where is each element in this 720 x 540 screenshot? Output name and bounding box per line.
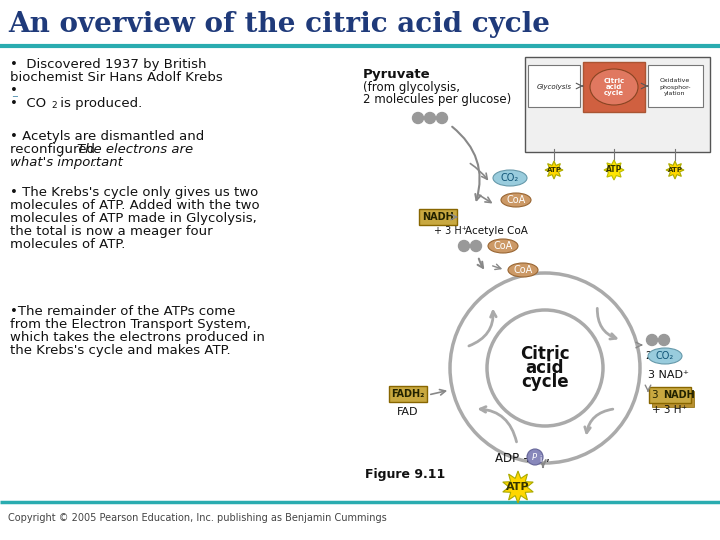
Circle shape	[436, 112, 448, 124]
Text: 3 NAD⁺: 3 NAD⁺	[648, 370, 689, 380]
Text: Figure 9.11: Figure 9.11	[365, 468, 445, 481]
Ellipse shape	[648, 348, 682, 364]
Text: CoA: CoA	[493, 241, 513, 251]
Text: ADP +: ADP +	[495, 451, 536, 464]
Ellipse shape	[508, 263, 538, 277]
Text: •The remainder of the ATPs come: •The remainder of the ATPs come	[10, 305, 235, 318]
Polygon shape	[666, 161, 684, 179]
Text: CoA: CoA	[513, 265, 533, 275]
Circle shape	[459, 240, 469, 252]
Text: cycle: cycle	[604, 90, 624, 96]
Text: _: _	[12, 87, 17, 97]
Text: Acetyle CoA: Acetyle CoA	[465, 226, 528, 236]
Text: CoA: CoA	[506, 195, 526, 205]
Text: The electrons are: The electrons are	[77, 143, 193, 156]
Text: ATP: ATP	[606, 165, 622, 174]
Text: + 3 H⁺: + 3 H⁺	[434, 226, 467, 236]
Text: i: i	[539, 456, 541, 464]
Circle shape	[413, 112, 423, 124]
Ellipse shape	[488, 239, 518, 253]
Text: • Acetyls are dismantled and: • Acetyls are dismantled and	[10, 130, 204, 143]
Text: ATP: ATP	[506, 482, 530, 492]
Text: phosphor-: phosphor-	[660, 84, 690, 90]
Text: what's important: what's important	[10, 156, 123, 169]
Text: 2: 2	[51, 101, 57, 110]
Circle shape	[425, 112, 436, 124]
Text: ATP: ATP	[546, 167, 562, 173]
Text: • The Krebs's cycle only gives us two: • The Krebs's cycle only gives us two	[10, 186, 258, 199]
Text: 3: 3	[651, 390, 657, 400]
Text: ATP: ATP	[667, 167, 683, 173]
Text: Copyright © 2005 Pearson Education, Inc. publishing as Benjamin Cummings: Copyright © 2005 Pearson Education, Inc.…	[8, 513, 387, 523]
Text: acid: acid	[526, 359, 564, 377]
Text: ,: ,	[546, 451, 550, 464]
FancyBboxPatch shape	[528, 65, 580, 107]
Text: Glycolysis: Glycolysis	[536, 84, 572, 90]
Text: acid: acid	[606, 84, 622, 90]
Polygon shape	[503, 471, 534, 503]
Text: NADH: NADH	[422, 212, 454, 222]
Text: •: •	[10, 84, 18, 97]
Text: Citric: Citric	[520, 345, 570, 363]
Text: the Krebs's cycle and makes ATP.: the Krebs's cycle and makes ATP.	[10, 344, 230, 357]
FancyBboxPatch shape	[419, 209, 457, 225]
Text: from the Electron Transport System,: from the Electron Transport System,	[10, 318, 251, 331]
Text: Citric: Citric	[603, 78, 625, 84]
Circle shape	[527, 449, 543, 465]
Ellipse shape	[493, 170, 527, 186]
FancyBboxPatch shape	[648, 65, 703, 107]
Text: 2 molecules per glucose): 2 molecules per glucose)	[363, 93, 511, 106]
Text: .: .	[92, 156, 96, 169]
Text: ylation: ylation	[665, 91, 685, 97]
Text: 2: 2	[645, 351, 652, 361]
Text: is produced.: is produced.	[56, 97, 143, 110]
Text: FADH₂: FADH₂	[391, 389, 425, 399]
Ellipse shape	[501, 193, 531, 207]
Text: An overview of the citric acid cycle: An overview of the citric acid cycle	[8, 11, 550, 38]
FancyBboxPatch shape	[583, 62, 645, 112]
Polygon shape	[545, 161, 563, 179]
Text: NADH: NADH	[663, 390, 695, 400]
Circle shape	[470, 240, 482, 252]
Text: CO₂: CO₂	[656, 351, 674, 361]
Circle shape	[647, 334, 657, 346]
Text: reconfigured.: reconfigured.	[10, 143, 104, 156]
Ellipse shape	[590, 69, 638, 105]
Text: •  CO: • CO	[10, 97, 46, 110]
Text: CO₂: CO₂	[501, 173, 519, 183]
Text: molecules of ATP made in Glycolysis,: molecules of ATP made in Glycolysis,	[10, 212, 257, 225]
Text: the total is now a meager four: the total is now a meager four	[10, 225, 212, 238]
Text: (from glycolysis,: (from glycolysis,	[363, 81, 460, 94]
FancyBboxPatch shape	[649, 387, 691, 403]
Text: Pyruvate: Pyruvate	[363, 68, 431, 81]
Text: FAD: FAD	[397, 407, 419, 417]
FancyBboxPatch shape	[652, 391, 694, 407]
Circle shape	[659, 334, 670, 346]
Polygon shape	[604, 160, 624, 180]
FancyBboxPatch shape	[525, 57, 710, 152]
Text: which takes the electrons produced in: which takes the electrons produced in	[10, 331, 265, 344]
Text: biochemist Sir Hans Adolf Krebs: biochemist Sir Hans Adolf Krebs	[10, 71, 222, 84]
Text: molecules of ATP.: molecules of ATP.	[10, 238, 125, 251]
Text: molecules of ATP. Added with the two: molecules of ATP. Added with the two	[10, 199, 260, 212]
Text: Oxidative: Oxidative	[660, 78, 690, 83]
Text: cycle: cycle	[521, 373, 569, 391]
Text: P: P	[531, 453, 536, 462]
Text: + 3 H⁺: + 3 H⁺	[652, 405, 687, 415]
Text: •  Discovered 1937 by British: • Discovered 1937 by British	[10, 58, 207, 71]
FancyBboxPatch shape	[389, 386, 427, 402]
